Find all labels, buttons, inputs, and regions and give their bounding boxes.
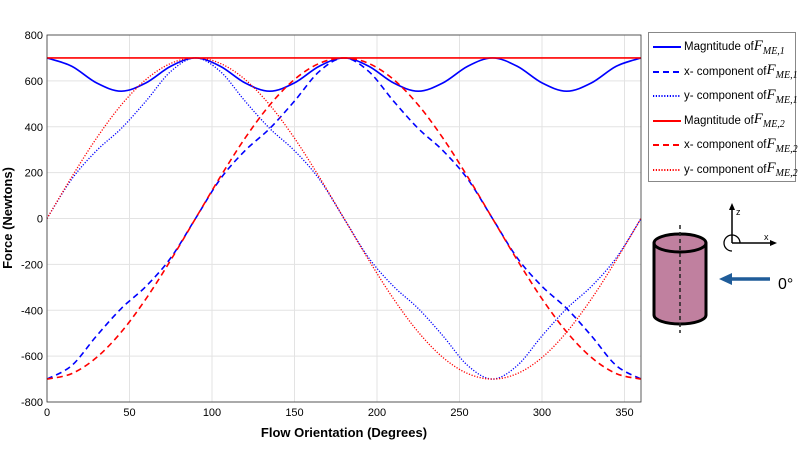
legend-item: Magntitude of FME,1 [652,35,792,60]
cylinder-diagram: z x 0° [652,203,793,333]
tick-labels: 0 50 100 150 200 250 300 350 -800 -600 -400 -200 0 20… [21,30,634,419]
series-lines [46,57,642,380]
legend-item: Magntitude of FME,2 [652,109,792,134]
y-tick-label: 600 [25,76,43,88]
series-line-0 [46,57,642,92]
x-tick-label: 100 [203,407,221,419]
legend-symbol: FME,2 [753,111,785,131]
y-tick-label: -800 [21,397,43,409]
legend-symbol: FME,1 [766,86,798,106]
legend-swatch [653,46,681,49]
cylinder-icon [652,225,708,333]
legend-symbol: FME,2 [766,160,798,180]
x-axis-diagram-label: x [764,232,769,242]
z-axis-label: z [736,207,741,217]
legend-swatch [653,70,681,73]
x-tick-label: 300 [533,407,551,419]
legend-label: Magntitude of [684,41,754,54]
flow-arrow-icon [719,273,770,285]
legend-item: x- component of FME,2 [652,133,798,158]
legend-symbol: FME,2 [766,135,798,155]
legend-item: x- component of FME,1 [652,60,798,85]
series-line-5 [46,57,642,380]
legend-label: x- component of [684,65,767,78]
x-tick-label: 350 [615,407,633,419]
x-tick-label: 50 [123,407,135,419]
axes-icon: z x [723,203,777,252]
y-tick-label: 200 [25,168,43,180]
y-tick-label: 400 [25,122,43,134]
y-axis-label: Force (Newtons) [0,167,15,269]
legend: Magntitude of FME,1 x- component of FME,1… [648,32,798,183]
chart: 0 50 100 150 200 250 300 350 -800 -600 -400 -200 0 20… [0,30,642,440]
y-tick-label: -400 [21,305,43,317]
grid [46,34,641,403]
angle-label: 0° [778,276,793,293]
y-tick-label: 800 [25,30,43,42]
legend-item: y- component of FME,1 [652,84,798,109]
x-tick-label: 0 [44,407,50,419]
x-tick-label: 200 [368,407,386,419]
legend-label: y- component of [684,90,767,103]
y-tick-label: 0 [37,214,43,226]
y-tick-label: -600 [21,351,43,363]
legend-swatch [653,119,681,122]
legend-label: x- component of [684,139,767,152]
legend-symbol: FME,1 [753,37,785,57]
legend-swatch [653,168,681,171]
legend-label: y- component of [684,163,767,176]
legend-swatch [653,95,681,98]
series-line-4 [46,57,642,380]
plot-frame [46,34,642,403]
legend-swatch [653,144,681,147]
x-axis-label: Flow Orientation (Degrees) [261,425,427,440]
y-tick-label: -200 [21,259,43,271]
legend-symbol: FME,1 [766,62,798,82]
legend-label: Magntitude of [684,114,754,127]
legend-item: y- component of FME,2 [652,158,798,183]
series-line-2 [46,57,642,380]
x-tick-label: 250 [450,407,468,419]
x-tick-label: 150 [285,407,303,419]
